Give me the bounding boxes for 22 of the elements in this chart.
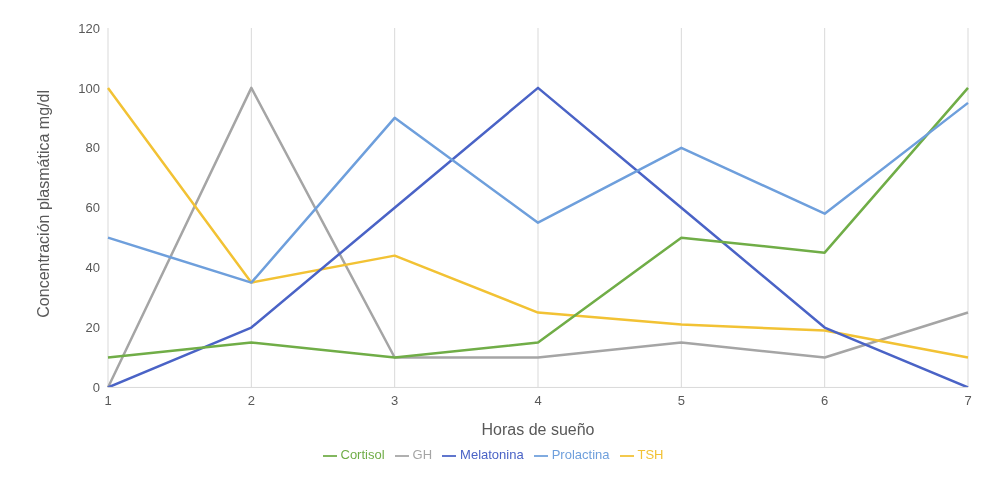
x-axis-title: Horas de sueño: [481, 421, 595, 439]
legend-label: Cortisol: [340, 447, 385, 463]
line-series: [106, 101, 970, 284]
x-tick-label: 4: [534, 392, 542, 408]
y-tick-label: 0: [92, 380, 100, 396]
y-tick-label: 60: [85, 200, 100, 216]
y-tick-label: 120: [78, 20, 100, 36]
x-tick-label: 5: [677, 392, 685, 408]
y-tick-label: 40: [85, 260, 100, 276]
x-tick-label: 6: [821, 392, 829, 408]
legend-label: TSH: [637, 447, 664, 463]
x-tick-label: 3: [391, 392, 399, 408]
legend-label: Prolactina: [551, 447, 610, 463]
x-tick-label: 1: [104, 392, 112, 408]
legend-label: GH: [412, 447, 433, 463]
y-tick-label: 20: [85, 320, 100, 336]
legend-label: Melatonina: [460, 447, 524, 463]
x-tick-label: 2: [247, 392, 255, 408]
y-axis-title: Concentración plasmática mg/dl: [34, 90, 52, 318]
x-tick-label: 7: [964, 392, 972, 408]
y-tick-label: 100: [78, 80, 100, 96]
y-tick-label: 80: [85, 140, 100, 156]
